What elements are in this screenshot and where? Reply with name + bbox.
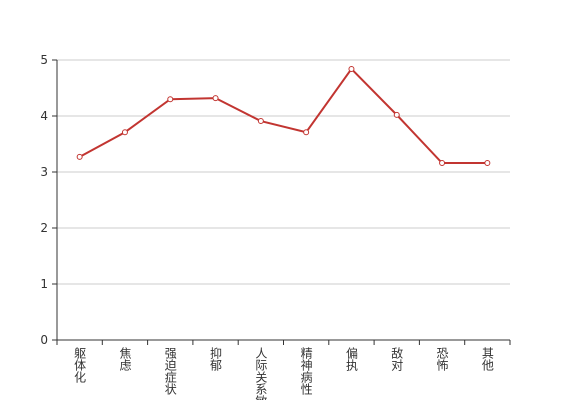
line: [79, 67, 488, 165]
point: [393, 111, 400, 118]
point: [484, 160, 491, 167]
point: [76, 153, 83, 160]
point: [303, 129, 310, 136]
y-tick-label: 4: [40, 109, 48, 123]
x-tick-label: 偏执: [344, 346, 358, 372]
x-tick-label: 恐怖: [435, 347, 449, 371]
x-tick-label: 焦虑: [118, 347, 132, 371]
point: [348, 65, 355, 72]
x-tick-label: 精神病性: [299, 347, 313, 396]
point: [212, 95, 219, 102]
point: [167, 96, 174, 103]
x-tick-label: 强迫症状: [163, 347, 177, 395]
y-tick-label: 0: [40, 333, 48, 347]
point: [121, 129, 128, 136]
point: [439, 160, 446, 167]
y-tick-label: 1: [40, 277, 48, 291]
y-tick-label: 2: [40, 221, 48, 235]
x-tick-label: 敌对: [390, 346, 404, 371]
y-tick-label: 5: [40, 53, 48, 67]
x-tick-label: 人际关系敏感: [254, 347, 268, 400]
y-tick-label: 3: [40, 165, 48, 179]
x-tick-label: 躯体化: [73, 346, 87, 384]
x-tick-label: 抑郁: [209, 346, 223, 372]
point: [257, 118, 264, 125]
x-tick-label: 其他: [480, 347, 494, 371]
